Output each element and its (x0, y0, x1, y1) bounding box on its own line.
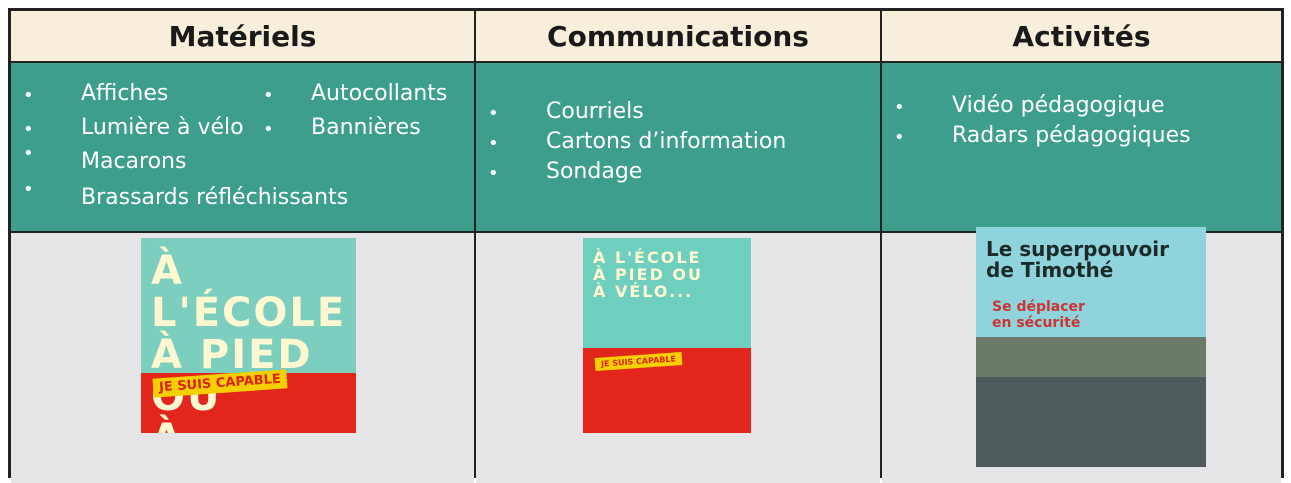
column: Matériels • Affiches • Autocollants • Lumière … (11, 11, 474, 483)
image: À l'écoleà pied ouà vélo...Je suis capab… (141, 238, 356, 433)
column-header: Communications (476, 11, 880, 63)
item-list: • Courriels • Cartons d’information • Sondage (476, 63, 880, 233)
column: Activités • Vidéo pédagogique • Radars pédag… (880, 11, 1281, 483)
image-title: à pied ou (593, 264, 704, 284)
image-text: À l'écoleà pied ouà vélo... (593, 248, 704, 301)
image-title: À l'école (593, 248, 702, 267)
image-road (976, 377, 1206, 467)
image-text: À l'écoleà pied ouà vélo... (151, 250, 356, 433)
item-list: • Affiches • Autocollants • Lumière à vélo • Ba… (11, 63, 474, 233)
bullet: • (23, 143, 34, 164)
bullet: • (894, 97, 905, 118)
list-item: Sondage (546, 159, 643, 184)
image-badge: Se déplacer en sécurité (992, 299, 1085, 331)
bullet: • (23, 179, 34, 200)
column-header: Activités (882, 11, 1281, 63)
bullet: • (23, 85, 34, 106)
list-item: Affiches (81, 81, 169, 106)
image: Le superpouvoir de Timothé Se déplacer en … (976, 227, 1206, 467)
image-title: Le superpouvoir (986, 237, 1169, 261)
list-item: Vidéo pédagogique (952, 93, 1165, 118)
bullet: • (488, 133, 499, 154)
image-title: de Timothé (986, 258, 1114, 282)
list-item: Brassards réfléchissants (81, 185, 349, 210)
image: À l'écoleà pied ouà vélo...Je suis capab… (583, 238, 751, 433)
bullet: • (488, 103, 499, 124)
list-item: Lumière à vélo (81, 115, 244, 140)
bullet: • (263, 85, 274, 106)
list-item: Radars pédagogiques (952, 123, 1191, 148)
image-sky (976, 227, 1206, 337)
bullet: • (894, 127, 905, 148)
image-title: À l'école (151, 248, 347, 336)
table: Matériels • Affiches • Autocollants • Lumière … (8, 8, 1284, 483)
image-cell: Le superpouvoir de Timothé Se déplacer en … (882, 227, 1281, 483)
item-list: • Vidéo pédagogique • Radars pédagogiques (882, 63, 1281, 233)
image-title: à vélo... (151, 418, 356, 433)
bullet: • (263, 119, 274, 140)
column-header: Matériels (11, 11, 474, 63)
bullet: • (23, 119, 34, 140)
column: Communications • Courriels • Cartons d’infor… (474, 11, 880, 483)
list-item: Autocollants (311, 81, 448, 106)
image-cell: À l'écoleà pied ouà vélo...Je suis capab… (11, 233, 474, 483)
list-item: Macarons (81, 149, 187, 174)
list-item: Courriels (546, 99, 644, 124)
list-item: Cartons d’information (546, 129, 787, 154)
bullet: • (488, 163, 499, 184)
image-cell: À l'écoleà pied ouà vélo...Je suis capab… (476, 233, 880, 483)
image-title: à vélo... (593, 281, 694, 301)
list-item: Bannières (311, 115, 421, 140)
image-text: Le superpouvoir de Timothé (986, 239, 1169, 281)
